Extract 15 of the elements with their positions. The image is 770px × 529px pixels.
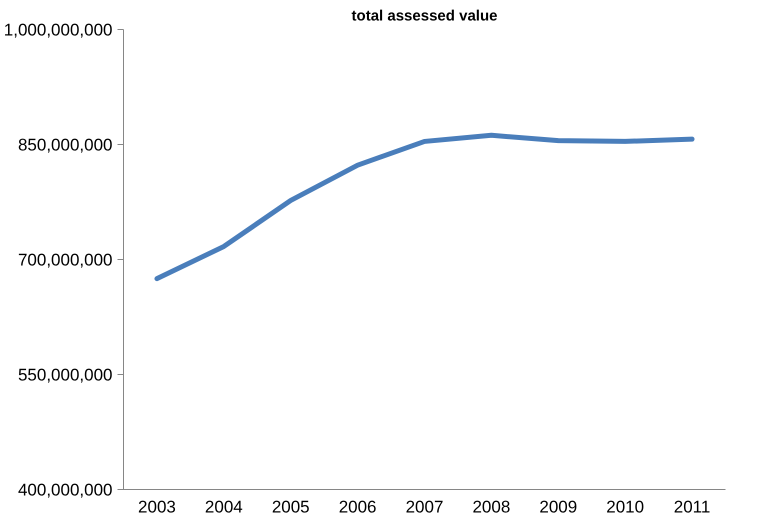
- x-tick-label: 2004: [204, 498, 243, 516]
- y-tick-label: 1,000,000,000: [4, 20, 113, 40]
- x-tick-label: 2005: [272, 498, 310, 516]
- x-tick-label: 2007: [406, 498, 444, 516]
- y-tick-label: 400,000,000: [18, 480, 113, 500]
- y-tick-label: 850,000,000: [18, 136, 113, 154]
- y-tick-label: 700,000,000: [18, 250, 113, 270]
- chart-title: total assessed value: [352, 8, 498, 24]
- x-tick-label: 2011: [674, 498, 710, 516]
- y-tick-label: 550,000,000: [18, 366, 113, 384]
- x-tick-label: 2008: [472, 498, 510, 516]
- x-tick-label: 2003: [138, 498, 176, 516]
- x-tick-label: 2009: [539, 498, 578, 516]
- x-tick-label: 2010: [606, 498, 644, 516]
- x-tick-label: 2006: [338, 498, 377, 516]
